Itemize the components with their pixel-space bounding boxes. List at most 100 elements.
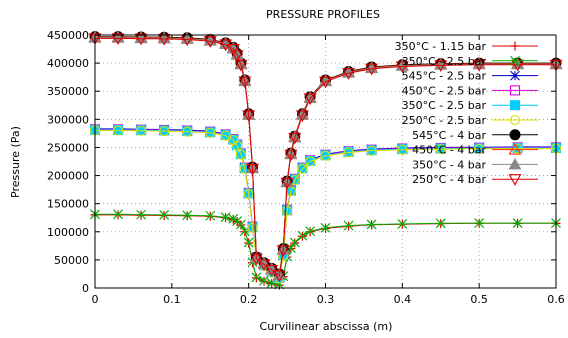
data-point-triangle-down-open xyxy=(296,110,309,123)
data-point-triangle-down-open xyxy=(111,33,125,46)
data-point-asterisk xyxy=(510,70,520,81)
legend-label: 545°C - 4 bar xyxy=(412,129,486,142)
data-point-circle-open xyxy=(205,127,216,138)
data-point-circle-open xyxy=(235,149,247,160)
data-point-x xyxy=(289,237,300,248)
y-tick-label: 0 xyxy=(82,282,89,295)
data-point-circle-open xyxy=(366,145,377,156)
x-tick-label: 0.1 xyxy=(163,293,181,306)
data-point-x xyxy=(259,275,269,286)
data-point-triangle-down-open xyxy=(203,36,217,48)
data-point-x xyxy=(510,55,520,66)
data-point-x xyxy=(435,218,446,229)
data-point-circle-open xyxy=(228,135,239,146)
series-group xyxy=(90,209,561,290)
x-tick-label: 0 xyxy=(92,293,99,306)
data-point-x xyxy=(297,230,308,241)
data-point-triangle-down-open xyxy=(276,245,290,257)
data-point-triangle-down-open xyxy=(319,76,332,89)
data-point-x xyxy=(159,209,170,220)
y-tick-label: 100000 xyxy=(47,226,89,239)
data-point-x xyxy=(305,226,316,237)
y-tick-label: 400000 xyxy=(47,57,89,70)
data-point-x xyxy=(366,219,377,230)
data-point-circle-open xyxy=(509,114,521,126)
data-point-plus xyxy=(510,41,520,51)
data-point-circle-open xyxy=(435,144,446,155)
data-point-triangle-down-open xyxy=(134,33,148,46)
data-point-square-open xyxy=(509,85,521,96)
data-point-triangle-down-open xyxy=(238,76,252,89)
y-tick-label: 450000 xyxy=(47,29,89,42)
y-tick-label: 150000 xyxy=(47,198,89,211)
x-tick-label: 0.5 xyxy=(470,293,488,306)
series-line xyxy=(95,37,556,277)
data-point-circle-open xyxy=(474,143,485,154)
data-point-circle-open xyxy=(159,126,170,137)
legend-label: 350°C - 2.5 bar xyxy=(402,55,487,68)
data-point-triangle-down-open xyxy=(472,59,486,72)
data-point-triangle-down-open xyxy=(434,60,448,73)
data-point-triangle-down-open xyxy=(284,149,298,162)
data-point-x xyxy=(343,220,354,231)
data-point-triangle-down-open xyxy=(272,270,286,283)
data-point-x xyxy=(182,210,193,221)
legend-label: 350°C - 4 bar xyxy=(412,158,486,171)
data-point-circle-open xyxy=(247,222,258,233)
data-point-triangle-down-open xyxy=(303,93,317,106)
data-point-triangle-down-open xyxy=(246,163,259,176)
data-point-circle-filled xyxy=(509,129,521,141)
y-axis-label: Pressure (Pa) xyxy=(9,126,22,198)
data-point-x xyxy=(236,219,246,230)
legend-label: 450°C - 2.5 bar xyxy=(402,84,487,97)
data-point-triangle-down-open xyxy=(265,264,279,277)
data-point-triangle-down-open xyxy=(234,59,248,72)
legend: 350°C - 1.15 bar 350°C - 2.5 bar 545°C - 2… xyxy=(395,40,538,186)
data-point-triangle-down-open xyxy=(365,63,379,76)
legend-label: 545°C - 2.5 bar xyxy=(402,70,487,83)
data-point-x xyxy=(220,212,231,223)
x-axis-label: Curvilinear abscissa (m) xyxy=(260,320,393,333)
data-point-triangle-down-open xyxy=(508,174,522,186)
legend-label: 250°C - 4 bar xyxy=(412,173,486,186)
data-point-circle-open xyxy=(282,205,293,217)
plot-frame xyxy=(94,34,557,289)
data-point-circle-open xyxy=(320,150,331,161)
grid-lines xyxy=(95,35,556,288)
data-point-triangle-down-open xyxy=(242,110,256,123)
data-point-triangle-down-open xyxy=(157,33,171,46)
x-tick-label: 0.3 xyxy=(317,293,335,306)
x-tick-label: 0.6 xyxy=(547,293,565,306)
legend-label: 350°C - 2.5 bar xyxy=(402,99,487,112)
chart-title: PRESSURE PROFILES xyxy=(266,8,380,21)
legend-label: 450°C - 4 bar xyxy=(412,144,486,157)
data-point-triangle-filled xyxy=(508,157,522,170)
data-point-triangle-open xyxy=(508,142,522,155)
data-point-x xyxy=(397,218,408,229)
data-point-x xyxy=(205,210,216,221)
data-point-circle-open xyxy=(305,156,316,167)
data-point-x xyxy=(113,209,123,220)
series-group xyxy=(90,210,561,290)
data-point-circle-open xyxy=(397,144,408,155)
data-point-triangle-down-open xyxy=(230,50,244,62)
data-point-circle-open xyxy=(297,163,308,174)
data-point-circle-open xyxy=(182,126,193,137)
data-point-triangle-down-open xyxy=(288,132,302,145)
legend-label: 250°C - 2.5 bar xyxy=(402,114,487,127)
x-tick-label: 0.4 xyxy=(394,293,412,306)
y-tick-label: 200000 xyxy=(47,170,89,183)
y-tick-label: 350000 xyxy=(47,85,89,98)
data-point-x xyxy=(251,272,262,283)
data-point-x xyxy=(243,237,254,248)
data-point-triangle-down-open xyxy=(249,253,263,266)
data-point-circle-open xyxy=(232,140,243,151)
data-point-circle-open xyxy=(113,125,124,136)
data-point-circle-open xyxy=(136,125,147,136)
x-tick-label: 0.2 xyxy=(240,293,258,306)
y-tick-label: 50000 xyxy=(54,254,89,267)
data-point-x xyxy=(320,222,331,233)
y-tick-label: 250000 xyxy=(47,141,89,154)
data-point-circle-open xyxy=(343,147,354,158)
